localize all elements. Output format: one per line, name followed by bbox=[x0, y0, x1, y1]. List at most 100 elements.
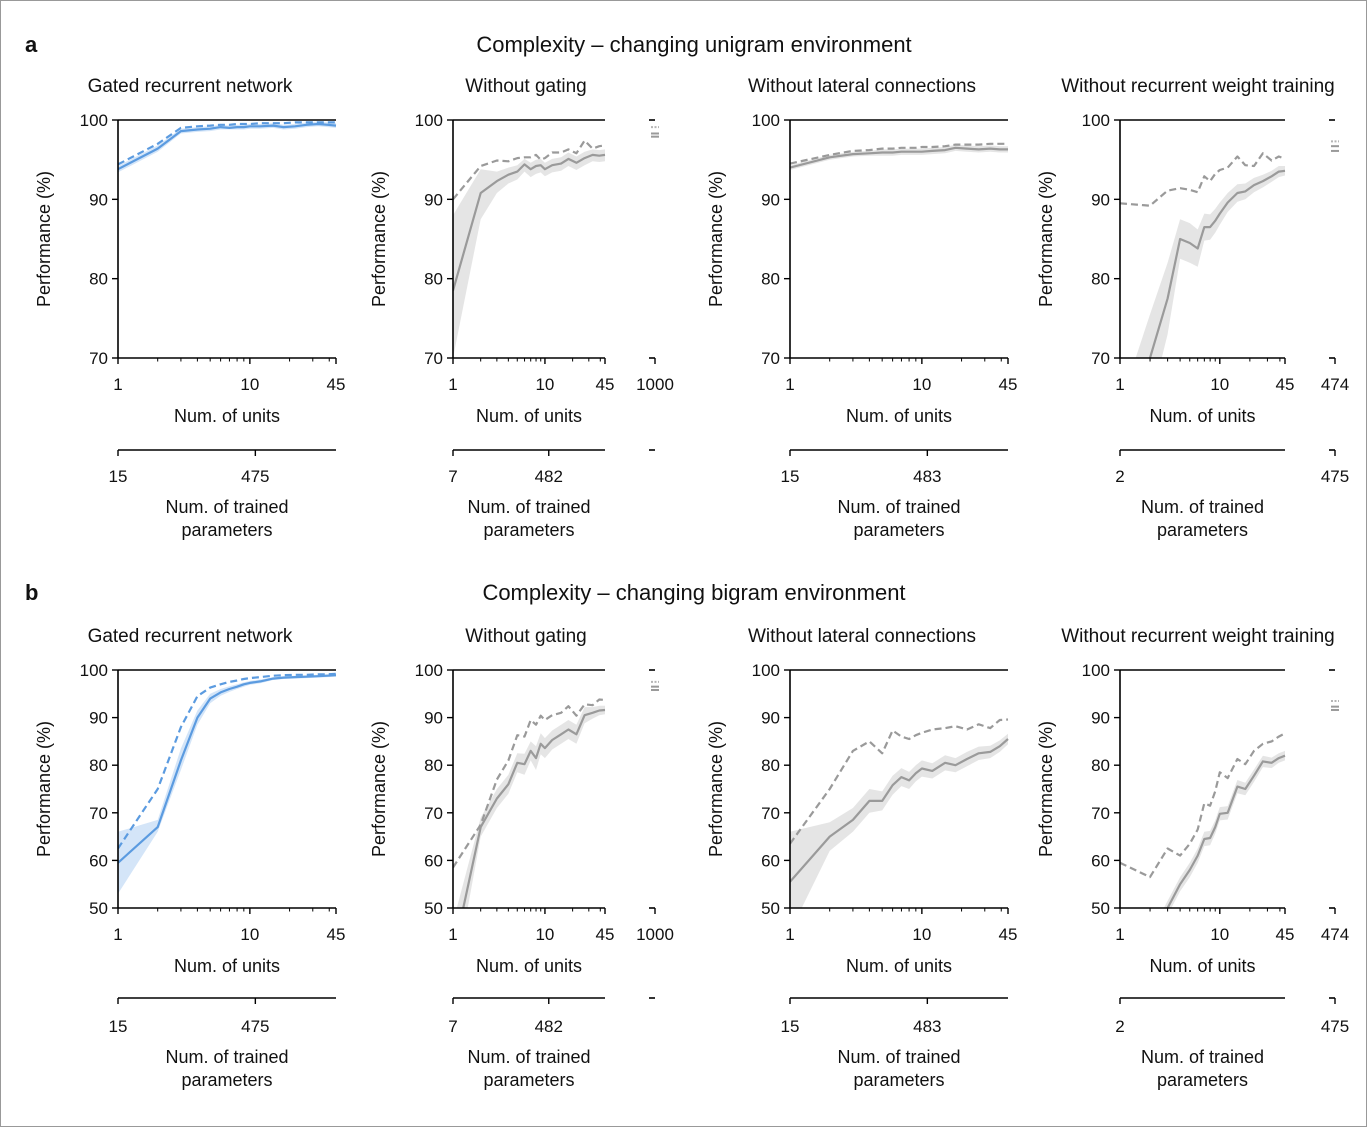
x2-tick-label: 482 bbox=[535, 1017, 563, 1036]
y-tick-label: 90 bbox=[761, 709, 780, 728]
subplot-title: Without lateral connections bbox=[748, 626, 976, 647]
y-tick-label: 60 bbox=[89, 851, 108, 870]
y-tick-label: 60 bbox=[424, 851, 443, 870]
y-tick-label: 100 bbox=[1082, 661, 1110, 680]
series-line-solid bbox=[453, 153, 606, 291]
subplot-title: Without gating bbox=[465, 76, 586, 97]
x-tick-label: 45 bbox=[596, 375, 615, 394]
x2-axis-label-line1: Num. of trained bbox=[1141, 497, 1264, 517]
y-tick-label: 90 bbox=[89, 709, 108, 728]
x-tick-label: 10 bbox=[535, 925, 554, 944]
subplot-b-2: Without gating 50 60 70 80 90 100 Performance (… bbox=[369, 626, 674, 1090]
x-tick-label: 45 bbox=[327, 375, 346, 394]
x-tick-label: 1 bbox=[448, 375, 457, 394]
x-tick-label: 45 bbox=[596, 925, 615, 944]
subplot-a-4: Without recurrent weight training 70 80 90 1… bbox=[1036, 76, 1349, 540]
x2-axis-label-line2: parameters bbox=[1157, 520, 1248, 540]
series-line-dashed bbox=[118, 121, 336, 166]
y-tick-label: 80 bbox=[1091, 756, 1110, 775]
x-tick-label: 1 bbox=[113, 375, 122, 394]
x2-tick-label: 15 bbox=[781, 1017, 800, 1036]
y-axis-label: Performance (%) bbox=[34, 171, 54, 307]
subplot-b-1: Gated recurrent network 50 60 70 80 90 100 Perf… bbox=[34, 626, 345, 1090]
x-axis-label: Num. of units bbox=[846, 956, 952, 976]
y-tick-label: 90 bbox=[761, 190, 780, 209]
panel-b-title: Complexity – changing bigram environment bbox=[482, 580, 905, 605]
y-tick-label: 90 bbox=[424, 709, 443, 728]
data-layer bbox=[790, 142, 1008, 170]
x2-tick-label: 7 bbox=[448, 1017, 457, 1036]
data-layer bbox=[1120, 152, 1286, 358]
subplot-b-4: Without recurrent weight training 50 60 70 8… bbox=[1036, 626, 1349, 1090]
x2-axis-label-line1: Num. of trained bbox=[467, 497, 590, 517]
x-axis-label: Num. of units bbox=[1149, 956, 1255, 976]
x-axis-label: Num. of units bbox=[1149, 406, 1255, 426]
y-tick-label: 80 bbox=[424, 756, 443, 775]
subplot-a-2: Without gating 70 80 90 100 Performance (%) 1 1… bbox=[369, 76, 674, 540]
y-tick-label: 100 bbox=[752, 111, 780, 130]
x2-axis-label-line2: parameters bbox=[483, 1070, 574, 1090]
series-line-solid bbox=[462, 708, 606, 908]
x2-tick-label: 475 bbox=[241, 467, 269, 486]
x-tick-label: 10 bbox=[240, 375, 259, 394]
data-layer bbox=[118, 121, 337, 173]
ref-tick-label: 474 bbox=[1321, 375, 1349, 394]
ci-band bbox=[1135, 166, 1285, 358]
ci-band bbox=[790, 144, 1008, 170]
y-tick-label: 100 bbox=[1082, 111, 1110, 130]
x2-axis-label-line1: Num. of trained bbox=[467, 1047, 590, 1067]
y-tick-label: 70 bbox=[761, 349, 780, 368]
y-tick-label: 50 bbox=[89, 899, 108, 918]
x2-tick-label: 7 bbox=[448, 467, 457, 486]
series-line-dashed bbox=[790, 718, 1009, 845]
y-tick-label: 50 bbox=[1091, 899, 1110, 918]
subplot-b-3: Without lateral connections 50 60 70 80 90 100… bbox=[706, 626, 1017, 1090]
series-line-solid bbox=[118, 674, 337, 864]
y-tick-label: 100 bbox=[415, 661, 443, 680]
y-axis-label: Performance (%) bbox=[34, 721, 54, 857]
x-tick-label: 45 bbox=[1276, 375, 1295, 394]
y-tick-label: 70 bbox=[424, 349, 443, 368]
series-line-solid bbox=[118, 122, 337, 171]
x-tick-label: 10 bbox=[912, 375, 931, 394]
x-tick-label: 45 bbox=[327, 925, 346, 944]
subplot-a-1: Gated recurrent network 70 80 90 100 Performa… bbox=[34, 76, 345, 540]
x-tick-label: 10 bbox=[1210, 925, 1229, 944]
subplot-title: Without recurrent weight training bbox=[1061, 626, 1335, 647]
y-tick-label: 100 bbox=[80, 111, 108, 130]
y-tick-label: 80 bbox=[761, 270, 780, 289]
x-tick-label: 1 bbox=[1115, 925, 1124, 944]
x-tick-label: 1 bbox=[785, 925, 794, 944]
x-tick-label: 45 bbox=[999, 925, 1018, 944]
y-axis-label: Performance (%) bbox=[1036, 721, 1056, 857]
y-tick-label: 70 bbox=[1091, 349, 1110, 368]
series-line-dashed bbox=[790, 142, 1008, 165]
subplot-title: Without recurrent weight training bbox=[1061, 76, 1335, 97]
y-tick-label: 90 bbox=[1091, 709, 1110, 728]
data-layer bbox=[790, 718, 1009, 908]
x2-axis-label-line1: Num. of trained bbox=[1141, 1047, 1264, 1067]
ref-tick-label: 1000 bbox=[636, 925, 674, 944]
series-line-dashed bbox=[453, 139, 606, 201]
data-layer bbox=[1120, 732, 1286, 908]
y-tick-label: 80 bbox=[89, 270, 108, 289]
y-tick-label: 60 bbox=[761, 851, 780, 870]
y-tick-label: 80 bbox=[1091, 270, 1110, 289]
x2-axis-label-line2: parameters bbox=[181, 520, 272, 540]
panel-a-letter: a bbox=[25, 32, 38, 57]
y-axis-label: Performance (%) bbox=[706, 721, 726, 857]
ci-band bbox=[1163, 750, 1285, 908]
y-tick-label: 100 bbox=[752, 661, 780, 680]
series-line-solid bbox=[790, 146, 1008, 169]
y-tick-label: 70 bbox=[89, 349, 108, 368]
subplots: Gated recurrent network 70 80 90 100 Performa… bbox=[34, 76, 1349, 1090]
x2-axis-label-line2: parameters bbox=[181, 1070, 272, 1090]
x-tick-label: 10 bbox=[1210, 375, 1229, 394]
x-tick-label: 10 bbox=[912, 925, 931, 944]
y-tick-label: 90 bbox=[1091, 190, 1110, 209]
series-line-dashed bbox=[118, 672, 337, 850]
x-tick-label: 1 bbox=[785, 375, 794, 394]
x2-tick-label: 2 bbox=[1115, 467, 1124, 486]
ref-tick-label: 1000 bbox=[636, 375, 674, 394]
y-tick-label: 70 bbox=[1091, 804, 1110, 823]
